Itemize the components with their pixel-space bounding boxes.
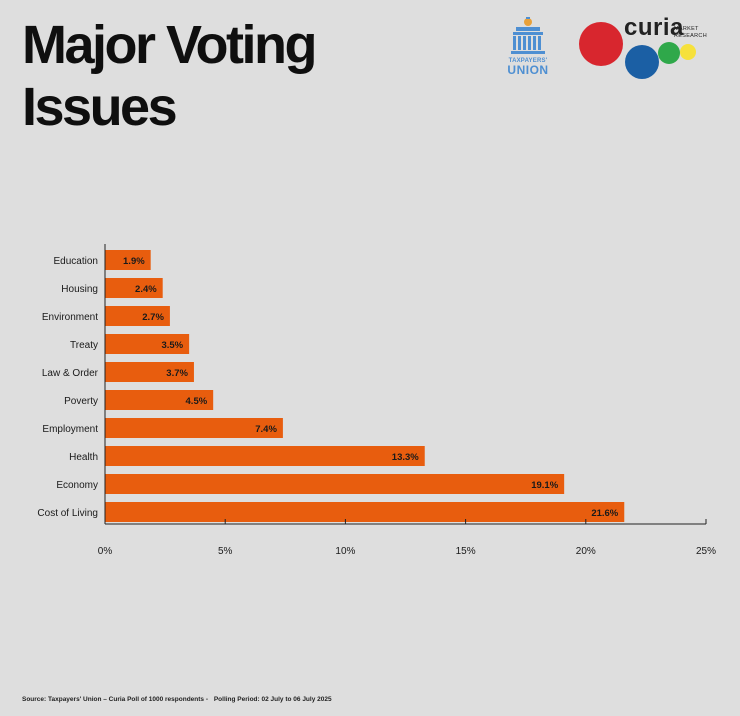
value-label: 13.3% xyxy=(392,452,419,463)
category-label: Cost of Living xyxy=(37,508,98,519)
tu-small-text: TAXPAYERS' xyxy=(508,58,548,64)
x-tick-label: 20% xyxy=(576,546,596,557)
category-label: Employment xyxy=(42,424,98,435)
source-note: Source: Taxpayers' Union – Curia Poll of… xyxy=(22,696,336,703)
category-label: Law & Order xyxy=(42,368,99,379)
bar xyxy=(105,306,170,326)
value-label: 3.5% xyxy=(161,340,183,351)
category-label: Economy xyxy=(56,480,98,491)
x-tick-label: 5% xyxy=(218,546,233,557)
bar xyxy=(105,474,565,494)
value-label: 7.4% xyxy=(255,424,277,435)
taxpayers-union-logo-icon xyxy=(511,17,545,54)
category-label: Treaty xyxy=(70,340,98,351)
value-label: 1.9% xyxy=(123,256,145,267)
polling-period: Polling Period: 02 July to 06 July 2025 xyxy=(213,696,332,703)
source-text: Source: Taxpayers' Union – Curia Poll of… xyxy=(22,696,209,703)
bar xyxy=(105,250,151,270)
curia-sub-1: MARKET xyxy=(674,26,699,32)
bar xyxy=(105,390,214,410)
taxpayers-union-wordmark: TAXPAYERS' UNION xyxy=(500,58,556,76)
category-label: Poverty xyxy=(64,396,98,407)
curia-sub-2: RESEARCH xyxy=(674,33,707,39)
title-line-2: Issues xyxy=(22,77,178,137)
curia-subtitle: MARKET RESEARCH xyxy=(674,26,707,40)
bar-chart: Education 1.9% Housing 2.4% Environment 2.7% T… xyxy=(37,244,716,557)
page-title: Major Voting Issues xyxy=(22,14,317,138)
title-line-1: Major Voting xyxy=(22,15,317,75)
category-label: Health xyxy=(69,452,98,463)
x-tick-label: 0% xyxy=(98,546,113,557)
x-tick-label: 15% xyxy=(456,546,476,557)
value-label: 3.7% xyxy=(166,368,188,379)
x-tick-label: 10% xyxy=(335,546,355,557)
category-label: Education xyxy=(54,256,98,267)
tu-big-text: UNION xyxy=(507,63,549,77)
bar xyxy=(105,334,190,354)
category-label: Housing xyxy=(61,284,98,295)
value-label: 19.1% xyxy=(531,480,558,491)
bar xyxy=(105,278,163,298)
curia-logo-icon xyxy=(579,22,696,79)
category-label: Environment xyxy=(42,312,98,323)
bar xyxy=(105,362,194,382)
bar xyxy=(105,446,425,466)
x-tick-label: 25% xyxy=(696,546,716,557)
value-label: 4.5% xyxy=(186,396,208,407)
bar xyxy=(105,502,625,522)
value-label: 2.4% xyxy=(135,284,157,295)
bar xyxy=(105,418,283,438)
value-label: 21.6% xyxy=(591,508,618,519)
value-label: 2.7% xyxy=(142,312,164,323)
curia-wordmark: curia xyxy=(624,14,684,41)
